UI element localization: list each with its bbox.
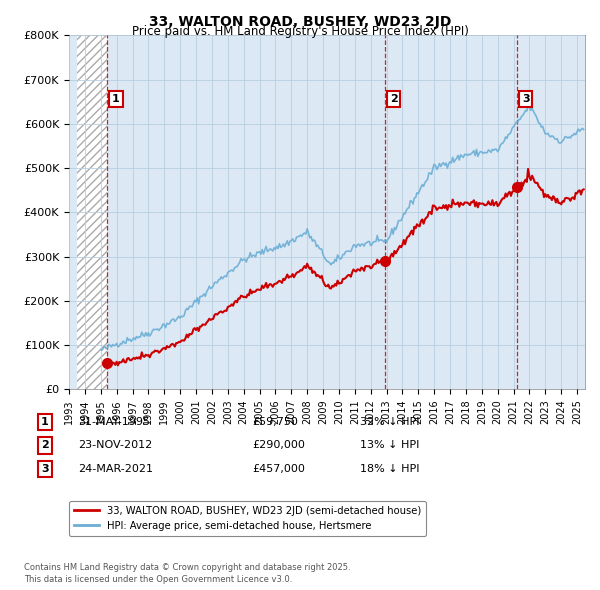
Text: £59,750: £59,750: [252, 417, 298, 427]
Text: Price paid vs. HM Land Registry's House Price Index (HPI): Price paid vs. HM Land Registry's House …: [131, 25, 469, 38]
Text: 2: 2: [41, 441, 49, 450]
Text: 13% ↓ HPI: 13% ↓ HPI: [360, 441, 419, 450]
Text: 33, WALTON ROAD, BUSHEY, WD23 2JD: 33, WALTON ROAD, BUSHEY, WD23 2JD: [149, 15, 451, 29]
Text: 31-MAY-1995: 31-MAY-1995: [78, 417, 150, 427]
Text: 32% ↓ HPI: 32% ↓ HPI: [360, 417, 419, 427]
Text: 1: 1: [112, 94, 120, 104]
Legend: 33, WALTON ROAD, BUSHEY, WD23 2JD (semi-detached house), HPI: Average price, sem: 33, WALTON ROAD, BUSHEY, WD23 2JD (semi-…: [69, 500, 426, 536]
Text: 1: 1: [41, 417, 49, 427]
Text: 3: 3: [522, 94, 530, 104]
Text: £457,000: £457,000: [252, 464, 305, 474]
Text: 23-NOV-2012: 23-NOV-2012: [78, 441, 152, 450]
Bar: [77, 35, 107, 389]
Text: 24-MAR-2021: 24-MAR-2021: [78, 464, 153, 474]
Text: Contains HM Land Registry data © Crown copyright and database right 2025.
This d: Contains HM Land Registry data © Crown c…: [24, 563, 350, 584]
Text: 18% ↓ HPI: 18% ↓ HPI: [360, 464, 419, 474]
Text: 2: 2: [390, 94, 397, 104]
Text: 3: 3: [41, 464, 49, 474]
Text: £290,000: £290,000: [252, 441, 305, 450]
